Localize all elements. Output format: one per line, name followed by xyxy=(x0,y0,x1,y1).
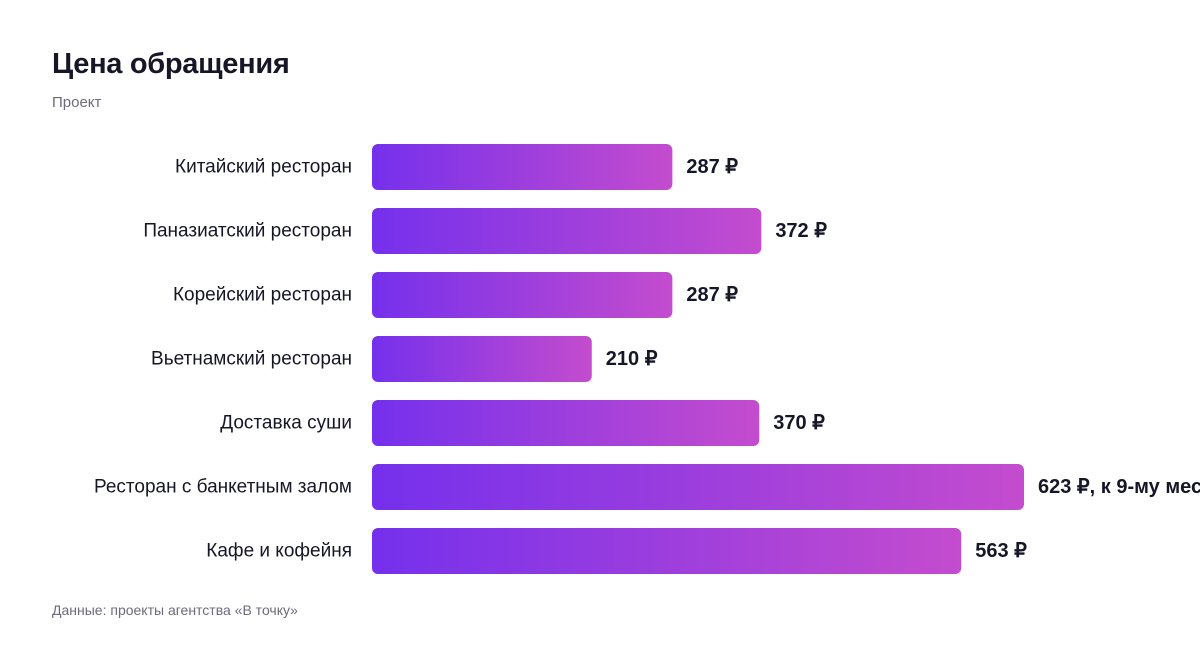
chart-subtitle: Проект xyxy=(52,94,102,111)
category-label: Паназиатский ресторан xyxy=(143,221,352,242)
bar xyxy=(372,336,592,382)
value-label: 287 ₽ xyxy=(686,284,738,306)
value-label: 372 ₽ xyxy=(775,220,827,242)
category-label: Кафе и кофейня xyxy=(206,541,352,562)
value-label: 623 ₽, к 9-му мес xyxy=(1038,476,1200,498)
bar xyxy=(372,208,762,254)
category-label: Китайский ресторан xyxy=(175,157,352,178)
bar xyxy=(372,144,673,190)
value-label: 370 ₽ xyxy=(773,412,825,434)
category-label: Корейский ресторан xyxy=(173,285,352,306)
value-label: 210 ₽ xyxy=(606,348,658,370)
bar xyxy=(372,464,1024,510)
bar xyxy=(372,272,673,318)
value-label: 287 ₽ xyxy=(686,156,738,178)
bar xyxy=(372,400,760,446)
category-label: Ресторан с банкетным залом xyxy=(94,477,352,498)
bar xyxy=(372,528,962,574)
category-label: Доставка суши xyxy=(220,413,352,434)
chart-title: Цена обращения xyxy=(52,48,290,80)
bars-group: Китайский ресторан 287 ₽ Паназиатский рест… xyxy=(94,144,1200,574)
category-label: Вьетнамский ресторан xyxy=(151,349,352,370)
value-label: 563 ₽ xyxy=(975,540,1027,562)
data-source-note: Данные: проекты агентства «В точку» xyxy=(52,602,298,618)
